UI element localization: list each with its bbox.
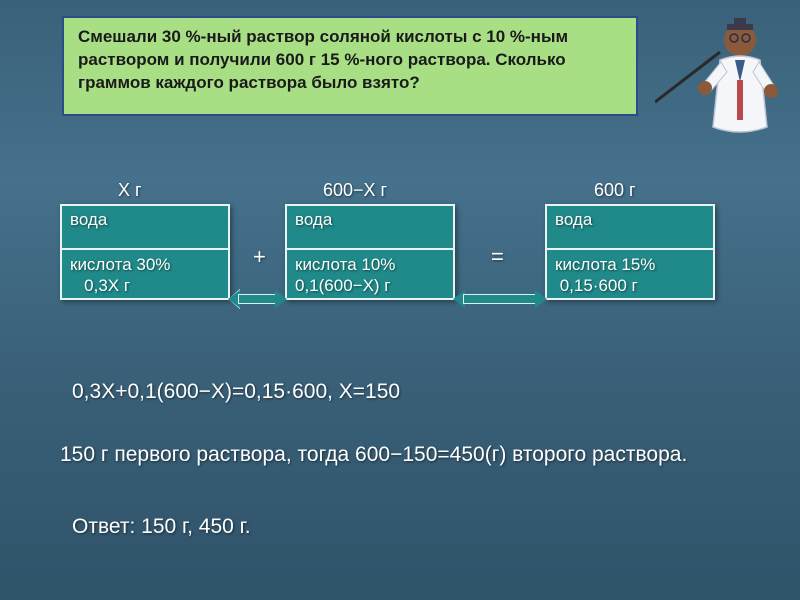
answer-line: Ответ: 150 г, 450 г. [72,515,251,539]
solution-box-3: вода кислота 15% 0,15·600 г [545,204,715,300]
box1-top: вода [62,206,228,250]
box2-line1: кислота 10% [295,254,445,275]
box1-line1: кислота 30% [70,254,220,275]
problem-text: Смешали 30 %-ный раствор соляной кислоты… [78,27,568,92]
plus-operator: + [253,244,266,270]
box1-bot: кислота 30% 0,3X г [62,250,228,301]
box3-bot: кислота 15% 0,15·600 г [547,250,713,301]
label-x: X г [118,180,142,201]
box2-line2: 0,1(600−X) г [295,275,445,296]
problem-statement: Смешали 30 %-ный раствор соляной кислоты… [62,16,638,116]
explanation-line: 150 г первого раствора, тогда 600−150=45… [60,440,760,469]
box1-line2: 0,3X г [70,275,220,296]
equals-operator: = [491,244,504,270]
double-arrow-2 [453,290,547,308]
solution-box-2: вода кислота 10% 0,1(600−X) г [285,204,455,300]
box3-top: вода [547,206,713,250]
box3-line1: кислота 15% [555,254,705,275]
label-mid: 600−X г [323,180,387,201]
box3-line2: 0,15·600 г [555,275,705,296]
teacher-illustration [655,12,785,152]
solution-box-1: вода кислота 30% 0,3X г [60,204,230,300]
box2-bot: кислота 10% 0,1(600−X) г [287,250,453,301]
box2-top: вода [287,206,453,250]
double-arrow-1 [228,290,287,308]
label-right: 600 г [594,180,636,201]
equation-line: 0,3X+0,1(600−X)=0,15·600, X=150 [72,380,400,404]
